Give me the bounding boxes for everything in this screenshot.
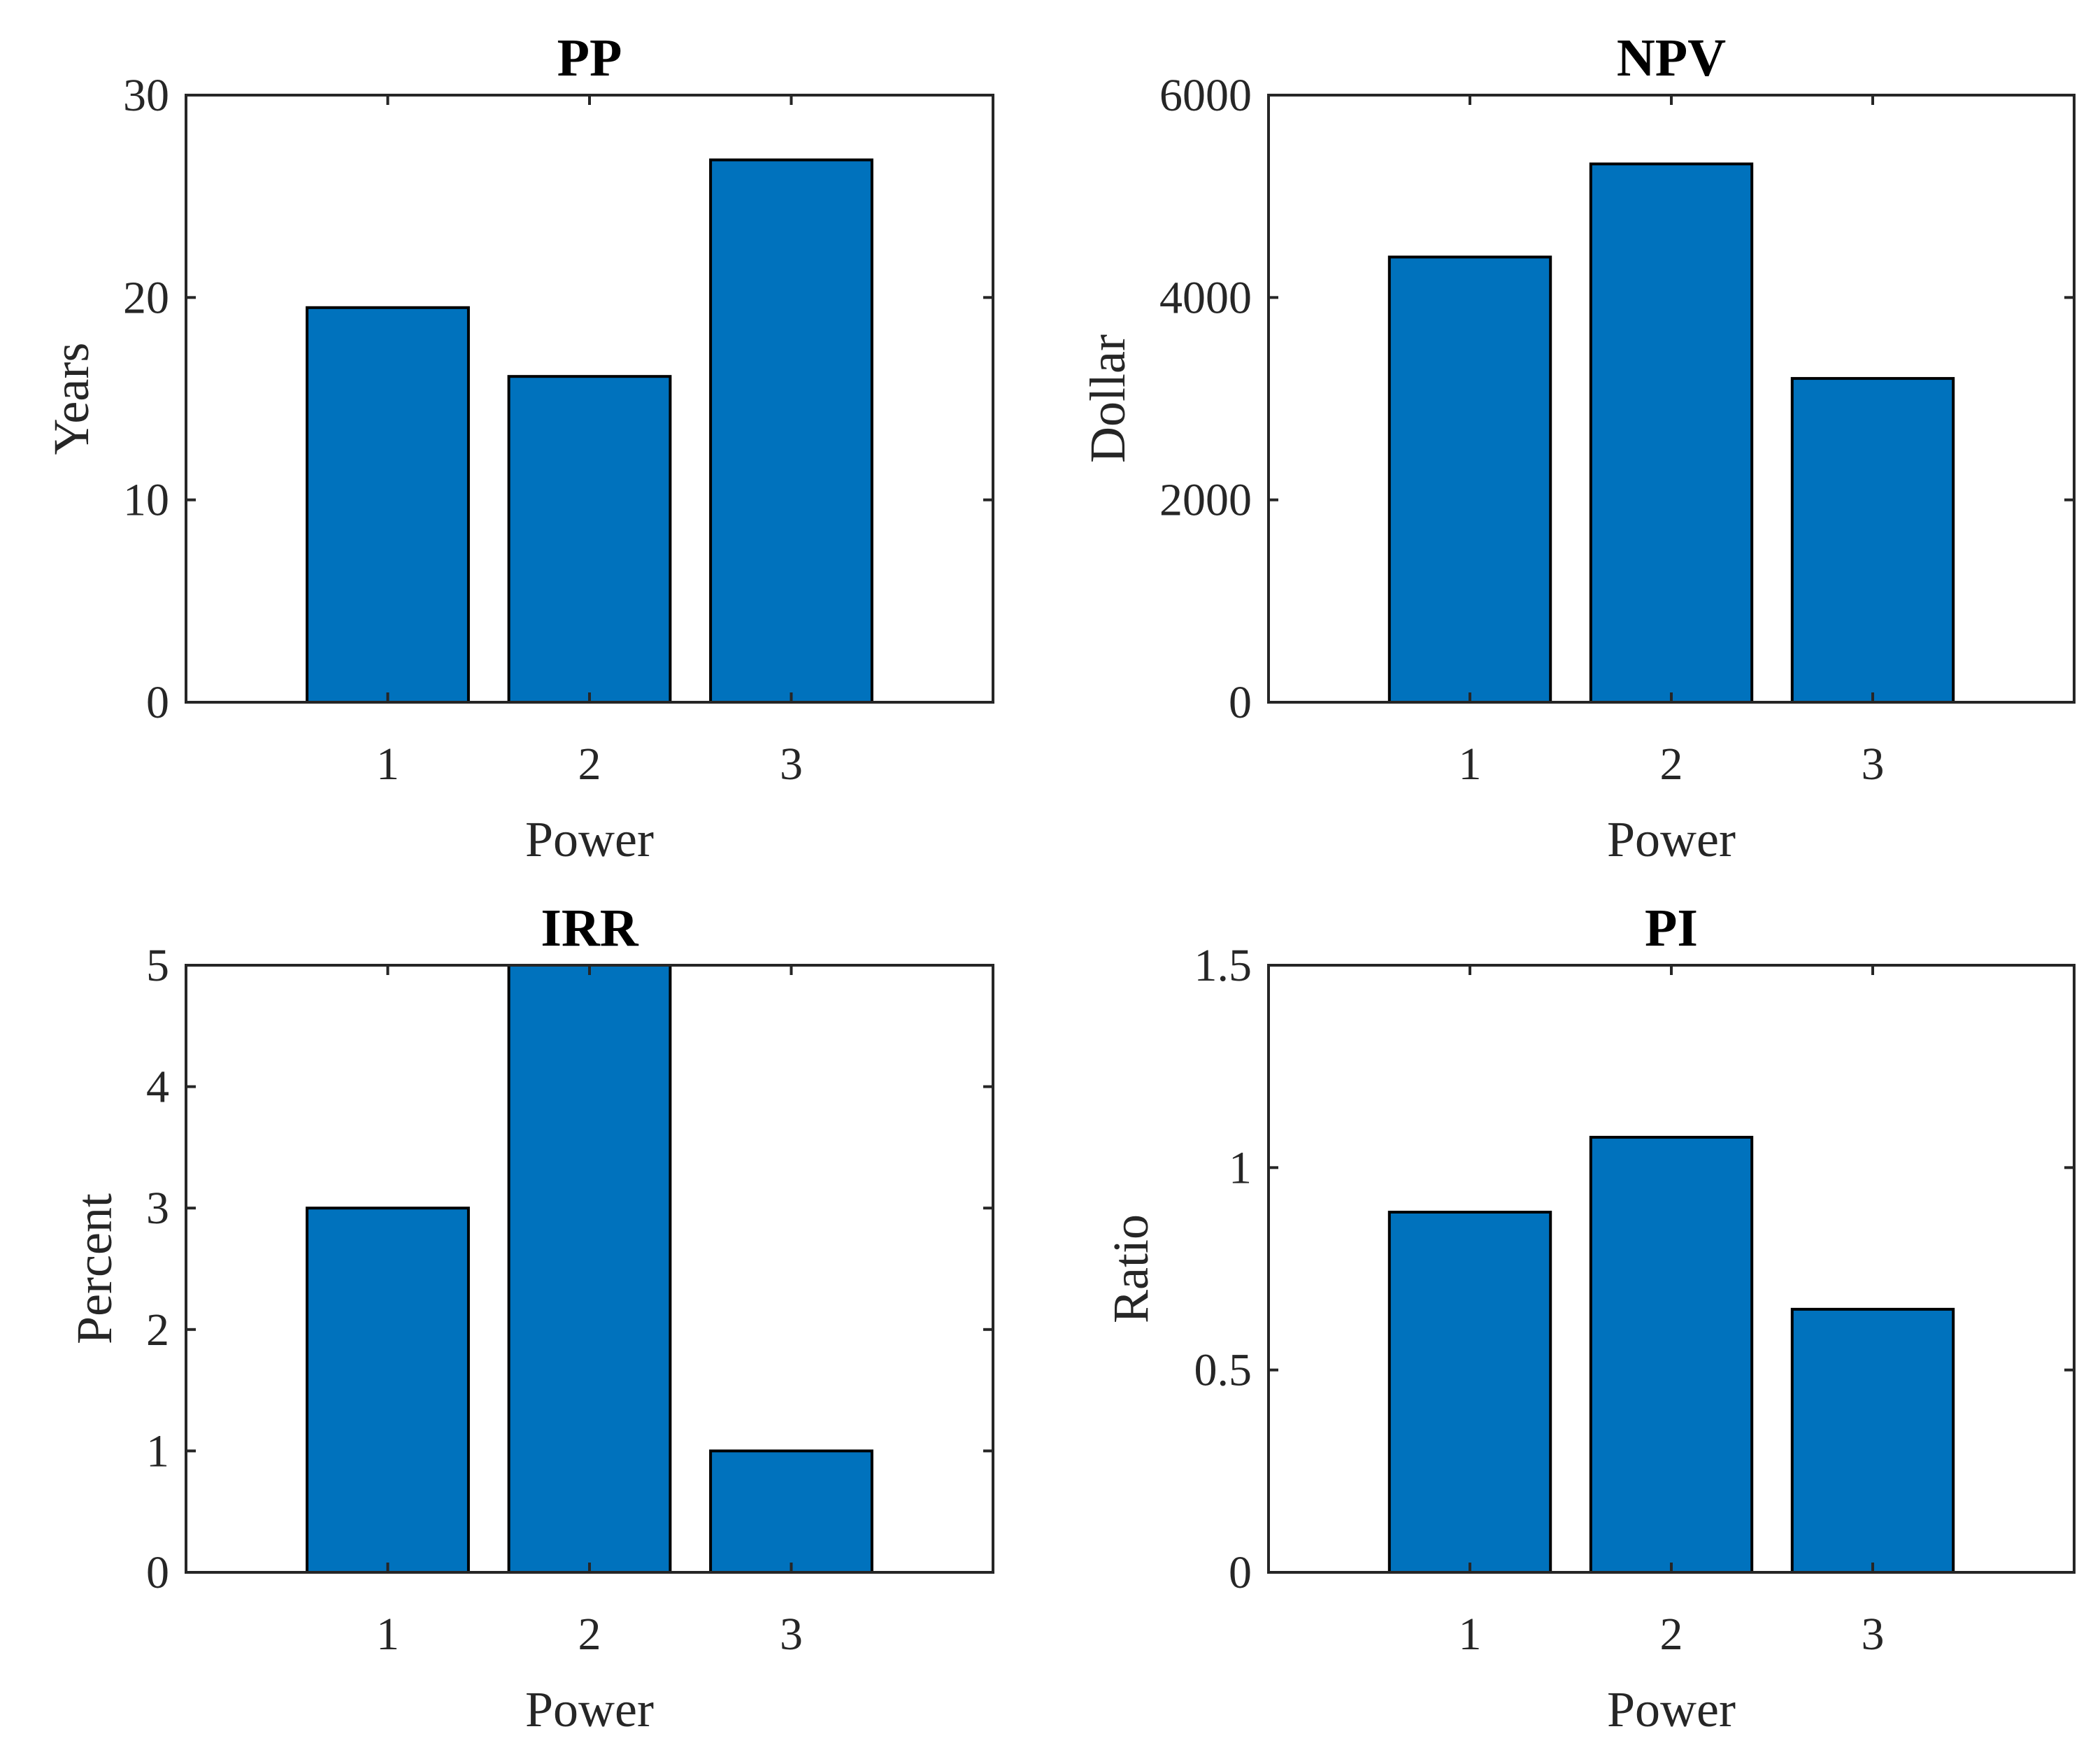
chart-title: PI [1645,899,1698,958]
bar-pi-1 [1387,1210,1552,1574]
y-tick-label: 0 [146,1547,169,1598]
subplot-npv: 0 2000 4000 6000 1 2 3 NPV Power Dollar [1080,29,2076,867]
bar-npv-3 [1790,377,1955,704]
subplot-irr: 0 1 2 3 4 5 1 2 3 IRR Power Percent [66,899,994,1737]
y-tick-label: 4000 [1159,272,1252,323]
y-tick-label: 4 [146,1062,169,1113]
x-tick-label: 3 [1862,1609,1885,1660]
y-axis-label: Ratio [1103,1214,1159,1323]
y-tick-label: 20 [123,272,169,323]
x-tick-label: 1 [376,1609,399,1660]
y-tick-label: 5 [146,940,169,991]
bar-pp-2 [507,375,672,704]
y-tick-label: 1.5 [1194,940,1252,991]
y-tick-label: 3 [146,1183,169,1234]
chart-title: IRR [541,899,638,958]
y-tick-label: 30 [123,70,169,121]
y-tick-label: 1 [146,1425,169,1477]
x-tick-label: 1 [1459,739,1482,790]
chart-title: NPV [1617,29,1726,87]
y-tick-label: 2000 [1159,475,1252,526]
subplot-pi: 0 0.5 1 1.5 1 2 3 PI Power Ratio [1103,899,2076,1737]
bar-irr-2 [507,964,672,1574]
bar-pi-3 [1790,1307,1955,1574]
x-tick-label: 1 [376,739,399,790]
x-axis-label: Power [1607,1681,1736,1737]
y-axis-label: Dollar [1080,334,1136,463]
chart-title: PP [557,29,622,87]
x-tick-label: 3 [1862,739,1885,790]
y-tick-label: 0 [146,677,169,728]
x-axis-label: Power [525,811,654,867]
bar-npv-2 [1589,162,1754,704]
x-axis-label: Power [1607,811,1736,867]
y-tick-label: 1 [1229,1142,1252,1193]
x-tick-label: 2 [1660,739,1683,790]
subplot-pp: 0 10 20 30 1 2 3 PP Power Years [43,29,994,867]
bar-irr-3 [709,1449,873,1574]
bar-pp-1 [306,306,470,704]
x-tick-label: 1 [1459,1609,1482,1660]
y-tick-label: 2 [146,1304,169,1356]
y-tick-label: 0 [1229,677,1252,728]
y-tick-label: 0.5 [1194,1345,1252,1396]
y-axis-label: Percent [66,1193,122,1344]
x-axis-label: Power [525,1681,654,1737]
y-axis-label: Years [43,343,99,455]
y-tick-label: 6000 [1159,70,1252,121]
bar-pi-2 [1589,1135,1754,1574]
bar-pp-3 [709,158,873,704]
x-tick-label: 3 [780,739,803,790]
x-tick-label: 3 [780,1609,803,1660]
y-tick-label: 0 [1229,1547,1252,1598]
bar-npv-1 [1387,255,1552,704]
x-tick-label: 2 [578,739,601,790]
bar-irr-1 [306,1207,470,1574]
y-tick-label: 10 [123,475,169,526]
x-tick-label: 2 [1660,1609,1683,1660]
x-tick-label: 2 [578,1609,601,1660]
